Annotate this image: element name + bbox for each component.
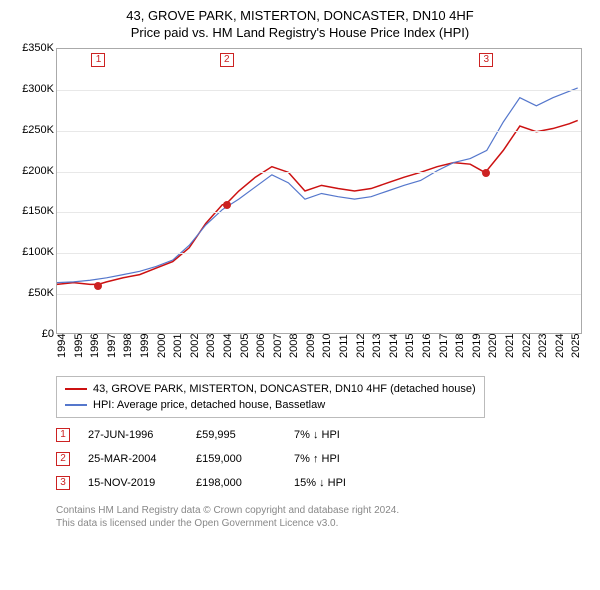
chart-area: £0 £50K £100K £150K £200K £250K £300K £350K 1 2 3… [10,44,590,374]
y-tick-label: £0 [10,328,54,340]
legend-swatch [65,388,87,390]
event-marker-num: 3 [56,476,70,490]
y-tick-label: £300K [10,83,54,95]
plot-area: 1 2 3 [56,48,582,334]
y-tick-label: £350K [10,42,54,54]
marker-label: 2 [220,53,234,67]
chart-container: 43, GROVE PARK, MISTERTON, DONCASTER, DN… [0,0,600,590]
gridline [57,172,581,173]
footer-line1: Contains HM Land Registry data © Crown c… [56,504,590,517]
legend: 43, GROVE PARK, MISTERTON, DONCASTER, DN… [56,376,485,418]
title-address: 43, GROVE PARK, MISTERTON, DONCASTER, DN… [10,8,590,23]
chart-lines [57,49,581,333]
marker-label: 1 [91,53,105,67]
series-line-price_paid [57,120,578,284]
marker-dot [223,201,231,209]
legend-label: HPI: Average price, detached house, Bass… [93,397,325,413]
event-date: 25-MAR-2004 [88,453,178,465]
x-tick-label: 2025 [570,334,600,358]
event-hpi-delta: 7% ↓ HPI [294,429,340,441]
y-tick-label: £150K [10,205,54,217]
footer-attribution: Contains HM Land Registry data © Crown c… [56,504,590,530]
title-block: 43, GROVE PARK, MISTERTON, DONCASTER, DN… [10,8,590,40]
legend-swatch [65,404,87,406]
event-table: 1 27-JUN-1996 £59,995 7% ↓ HPI 2 25-MAR-2004 £… [56,428,590,500]
event-hpi-delta: 15% ↓ HPI [294,477,346,489]
gridline [57,131,581,132]
title-subtitle: Price paid vs. HM Land Registry's House … [10,25,590,40]
legend-label: 43, GROVE PARK, MISTERTON, DONCASTER, DN… [93,381,476,397]
event-date: 15-NOV-2019 [88,477,178,489]
event-row: 2 25-MAR-2004 £159,000 7% ↑ HPI [56,452,590,466]
event-price: £198,000 [196,477,276,489]
gridline [57,90,581,91]
event-row: 3 15-NOV-2019 £198,000 15% ↓ HPI [56,476,590,490]
y-tick-label: £100K [10,246,54,258]
y-tick-label: £50K [10,287,54,299]
legend-item: HPI: Average price, detached house, Bass… [65,397,476,413]
event-hpi-delta: 7% ↑ HPI [294,453,340,465]
event-marker-num: 2 [56,452,70,466]
event-price: £159,000 [196,453,276,465]
event-row: 1 27-JUN-1996 £59,995 7% ↓ HPI [56,428,590,442]
event-marker-num: 1 [56,428,70,442]
gridline [57,253,581,254]
marker-dot [94,282,102,290]
event-date: 27-JUN-1996 [88,429,178,441]
marker-label: 3 [479,53,493,67]
legend-item: 43, GROVE PARK, MISTERTON, DONCASTER, DN… [65,381,476,397]
gridline [57,294,581,295]
gridline [57,212,581,213]
marker-dot [482,169,490,177]
y-tick-label: £200K [10,165,54,177]
footer-line2: This data is licensed under the Open Gov… [56,517,590,530]
event-price: £59,995 [196,429,276,441]
y-tick-label: £250K [10,124,54,136]
